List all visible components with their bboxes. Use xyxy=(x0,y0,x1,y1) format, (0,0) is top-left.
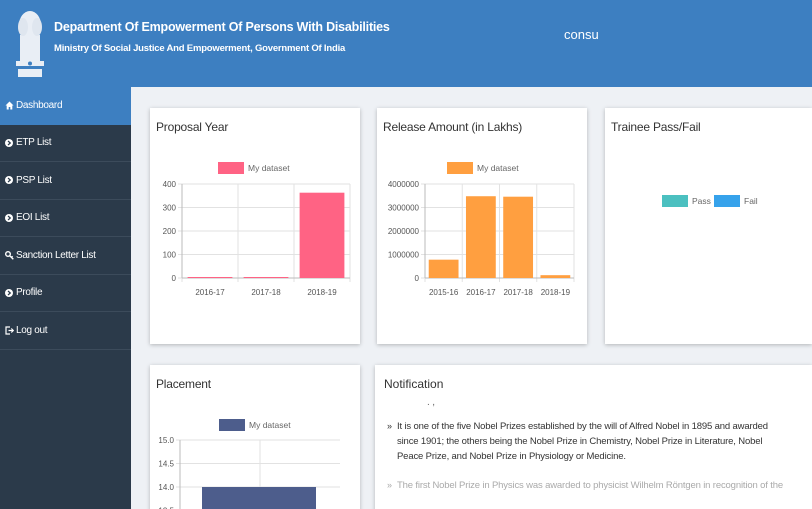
bar xyxy=(465,196,496,278)
circle-arrow-icon xyxy=(4,213,14,223)
trainee-pass-fail-card: Trainee Pass/Fail Pass Fail xyxy=(605,108,812,344)
x-tick-label: 2017-18 xyxy=(503,288,533,297)
y-tick-label: 200 xyxy=(163,227,177,236)
notification-title: Notification xyxy=(384,377,444,391)
home-icon xyxy=(4,100,14,110)
notification-text: It is one of the five Nobel Prizes estab… xyxy=(397,421,768,462)
card-title: Placement xyxy=(156,377,211,391)
legend-swatch xyxy=(218,162,244,174)
notification-marquee-dots: . , xyxy=(427,397,435,408)
x-tick-label: 2018-19 xyxy=(307,288,337,297)
app-header: Department Of Empowerment Of Persons Wit… xyxy=(0,0,812,87)
list-item: » The first Nobel Prize in Physics was a… xyxy=(387,478,787,493)
bar xyxy=(202,487,316,509)
bullet-icon: » xyxy=(387,480,392,490)
sidebar-item-psp-list[interactable]: PSP List xyxy=(0,162,131,200)
card-title: Trainee Pass/Fail xyxy=(611,120,701,134)
ministry-subtitle: Ministry Of Social Justice And Empowerme… xyxy=(54,43,346,54)
logout-icon xyxy=(4,325,14,335)
y-tick-label: 13.5 xyxy=(158,507,174,509)
sidebar-item-profile[interactable]: Profile xyxy=(0,275,131,312)
bar xyxy=(503,196,534,278)
legend-swatch xyxy=(219,419,245,431)
y-tick-label: 1000000 xyxy=(388,251,420,260)
legend-fail-label: Fail xyxy=(744,196,758,206)
y-tick-label: 2000000 xyxy=(388,227,420,236)
card-title: Release Amount (in Lakhs) xyxy=(383,120,523,134)
proposal-year-card: Proposal Year My dataset 0 100 200 300 400 201… xyxy=(150,108,360,344)
sidebar-item-label: Sanction Letter List xyxy=(16,249,96,261)
y-tick-label: 0 xyxy=(172,274,177,283)
sidebar-item-sanction-letter-list[interactable]: Sanction Letter List xyxy=(0,237,131,275)
legend-pass-label: Pass xyxy=(692,196,711,206)
y-tick-label: 100 xyxy=(163,251,177,260)
legend-pass-swatch xyxy=(662,195,688,207)
x-tick-label: 2017-18 xyxy=(251,288,281,297)
list-item: » It is one of the five Nobel Prizes est… xyxy=(387,419,787,464)
release-amount-chart: My dataset 0 1000000 2000000 3000000 4000000 2… xyxy=(388,162,575,297)
bar xyxy=(299,192,345,278)
y-tick-label: 0 xyxy=(415,274,420,283)
bar xyxy=(540,275,571,278)
sidebar-item-label: Dashboard xyxy=(16,99,63,111)
y-tick-label: 400 xyxy=(163,180,177,189)
y-tick-label: 14.0 xyxy=(158,483,174,492)
sidebar-item-label: Log out xyxy=(16,324,48,336)
sidebar-item-label: ETP List xyxy=(16,137,52,149)
x-tick-label: 2015-16 xyxy=(429,288,459,297)
legend-label: My dataset xyxy=(477,163,519,173)
y-tick-label: 4000000 xyxy=(388,180,420,189)
legend-label: My dataset xyxy=(249,420,291,430)
x-tick-label: 2018-19 xyxy=(541,288,571,297)
sidebar: Dashboard ETP List PSP List EOI List San… xyxy=(0,87,131,509)
sidebar-item-label: EOI List xyxy=(16,212,50,224)
placement-card: Placement My dataset 15.0 14.5 14.0 13.5 xyxy=(150,365,360,509)
bullet-icon: » xyxy=(387,421,392,431)
sidebar-item-dashboard[interactable]: Dashboard xyxy=(0,87,131,125)
circle-arrow-icon xyxy=(4,288,14,298)
user-name[interactable]: consu xyxy=(564,27,599,42)
legend-label: My dataset xyxy=(248,163,290,173)
x-tick-label: 2016-17 xyxy=(195,288,225,297)
y-tick-label: 300 xyxy=(163,204,177,213)
bar xyxy=(428,259,459,278)
release-amount-card: Release Amount (in Lakhs) My dataset 0 100… xyxy=(377,108,587,344)
notification-list: . , » It is one of the five Nobel Prizes… xyxy=(387,395,787,493)
placement-chart: My dataset 15.0 14.5 14.0 13.5 xyxy=(158,419,340,509)
circle-arrow-icon xyxy=(4,175,14,185)
bar xyxy=(243,277,289,278)
legend-fail-swatch xyxy=(714,195,740,207)
bar xyxy=(187,277,233,278)
notification-text: The first Nobel Prize in Physics was awa… xyxy=(397,480,783,491)
legend-swatch xyxy=(447,162,473,174)
department-title: Department Of Empowerment Of Persons Wit… xyxy=(54,20,390,34)
trainee-pass-fail-chart: Pass Fail xyxy=(662,195,758,207)
notification-card: Notification . , » It is one of the five… xyxy=(375,365,812,509)
sidebar-item-label: PSP List xyxy=(16,174,52,186)
x-tick-label: 2016-17 xyxy=(466,288,496,297)
y-tick-label: 3000000 xyxy=(388,204,420,213)
sidebar-item-eoi-list[interactable]: EOI List xyxy=(0,200,131,237)
sidebar-item-etp-list[interactable]: ETP List xyxy=(0,125,131,162)
national-emblem-icon xyxy=(16,11,44,77)
card-title: Proposal Year xyxy=(156,120,229,134)
proposal-year-chart: My dataset 0 100 200 300 400 2016-17 2017-18 201… xyxy=(163,162,351,297)
circle-arrow-icon xyxy=(4,138,14,148)
y-tick-label: 14.5 xyxy=(158,460,174,469)
sidebar-item-label: Profile xyxy=(16,287,43,299)
y-tick-label: 15.0 xyxy=(158,436,174,445)
key-icon xyxy=(4,250,14,260)
sidebar-item-log-out[interactable]: Log out xyxy=(0,312,131,350)
